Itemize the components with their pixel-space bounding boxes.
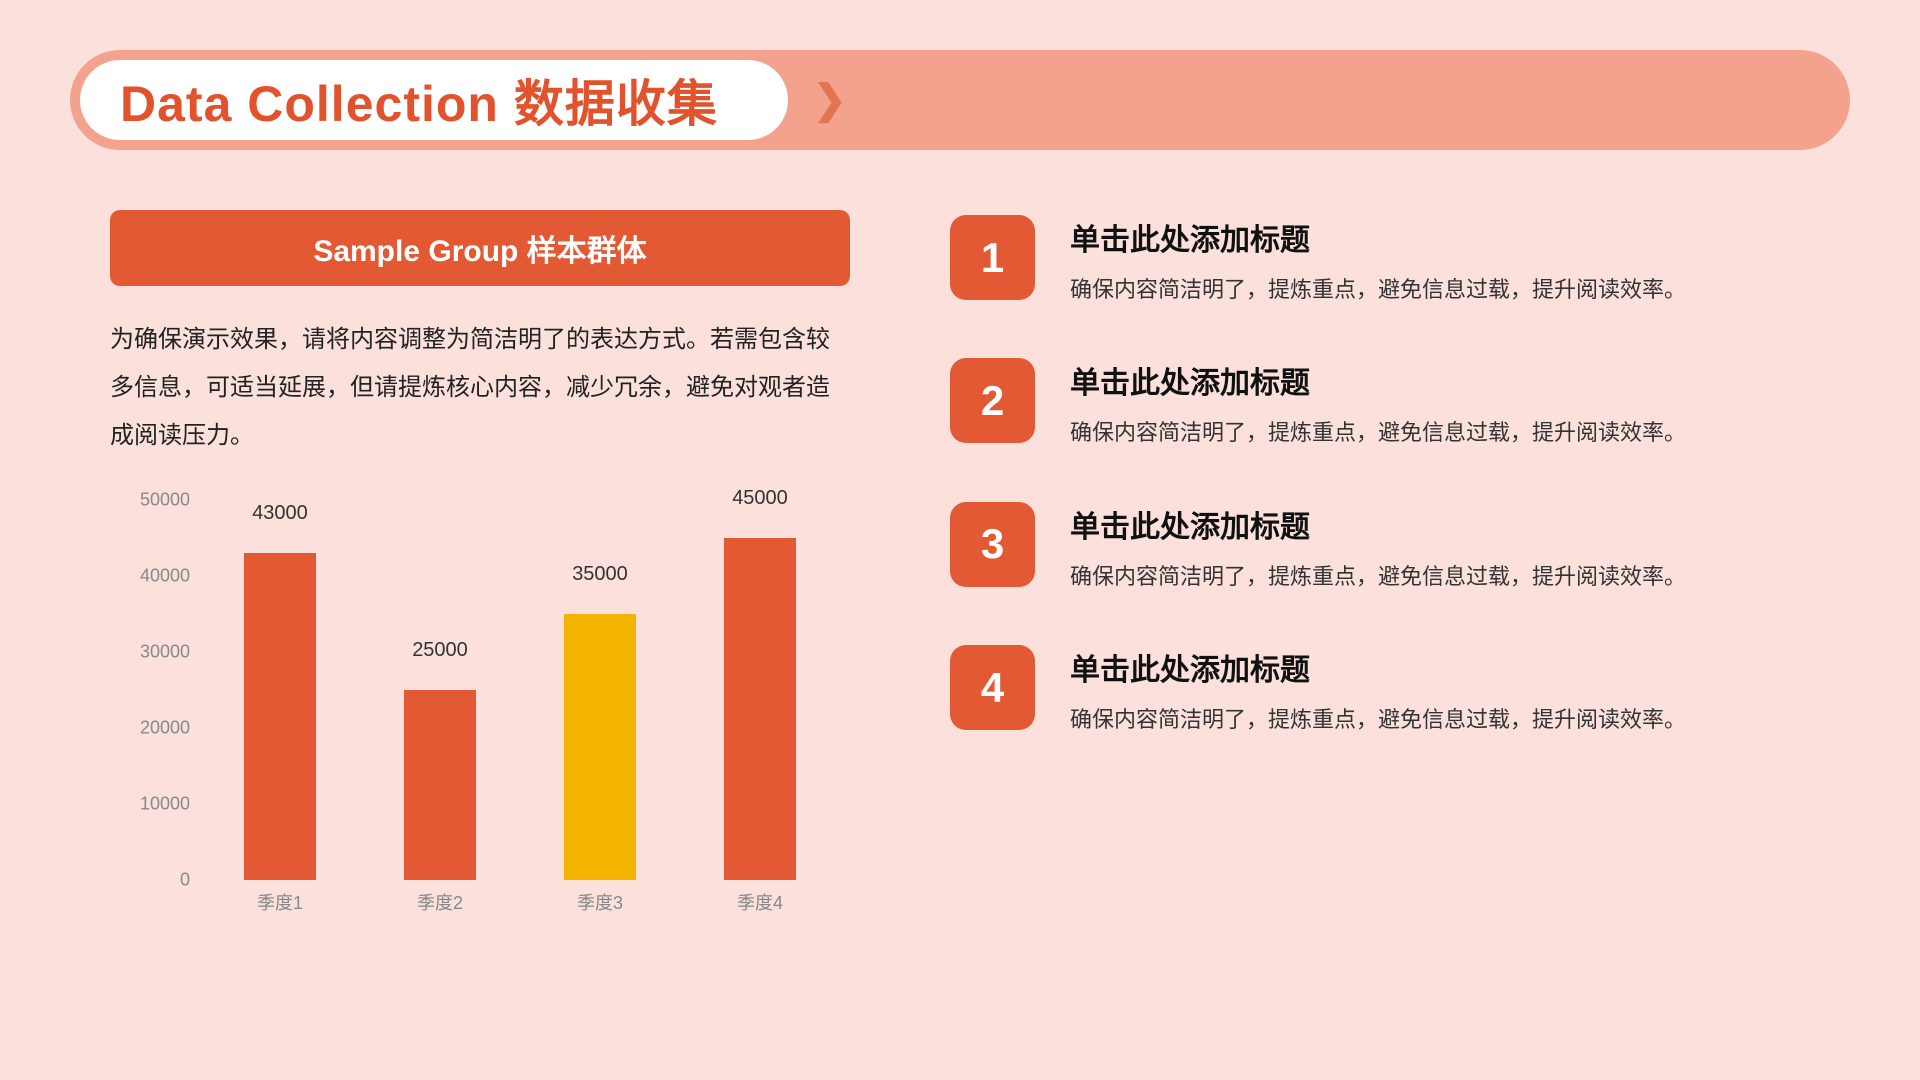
number-badge: 2 <box>950 358 1035 443</box>
list-item: 3 单击此处添加标题确保内容简洁明了，提炼重点，避免信息过载，提升阅读效率。 <box>950 502 1810 595</box>
quarterly-bar-chart: 43000季度125000季度235000季度345000季度4 0100002… <box>110 490 850 930</box>
list-item-body: 单击此处添加标题确保内容简洁明了，提炼重点，避免信息过载，提升阅读效率。 <box>1070 358 1810 451</box>
chart-y-label: 10000 <box>110 794 190 815</box>
title-pill: Data Collection 数据收集 <box>80 60 788 140</box>
numbered-list: 1单击此处添加标题确保内容简洁明了，提炼重点，避免信息过载，提升阅读效率。2单击… <box>950 210 1810 739</box>
bar-group: 43000季度1 <box>200 500 360 880</box>
list-item-title: 单击此处添加标题 <box>1070 502 1810 546</box>
number-badge: 4 <box>950 645 1035 730</box>
list-item-body: 单击此处添加标题确保内容简洁明了，提炼重点，避免信息过载，提升阅读效率。 <box>1070 215 1810 308</box>
bar-rect <box>244 553 316 880</box>
number-badge: 1 <box>950 215 1035 300</box>
chart-plot-area: 43000季度125000季度235000季度345000季度4 0100002… <box>200 500 840 880</box>
chart-y-label: 50000 <box>110 490 190 511</box>
right-column: 1单击此处添加标题确保内容简洁明了，提炼重点，避免信息过载，提升阅读效率。2单击… <box>950 210 1810 930</box>
title-bar: Data Collection 数据收集 ❯ <box>70 50 1850 150</box>
sample-group-badge: Sample Group 样本群体 <box>110 210 850 286</box>
bar-value-label: 25000 <box>412 639 468 662</box>
chart-y-label: 40000 <box>110 566 190 587</box>
bar-value-label: 35000 <box>572 563 628 586</box>
chart-y-label: 30000 <box>110 642 190 663</box>
list-item: 1 单击此处添加标题确保内容简洁明了，提炼重点，避免信息过载，提升阅读效率。 <box>950 215 1810 308</box>
page-title: Data Collection 数据收集 <box>120 64 718 136</box>
chart-y-label: 20000 <box>110 718 190 739</box>
slide: Data Collection 数据收集 ❯ Sample Group 样本群体… <box>0 0 1920 1080</box>
bar-group: 35000季度3 <box>520 500 680 880</box>
list-item-desc: 确保内容简洁明了，提炼重点，避免信息过载，提升阅读效率。 <box>1070 558 1810 595</box>
bar-value-label: 45000 <box>732 487 788 510</box>
list-item: 2 单击此处添加标题确保内容简洁明了，提炼重点，避免信息过载，提升阅读效率。 <box>950 358 1810 451</box>
bar-rect <box>564 614 636 880</box>
left-column: Sample Group 样本群体 为确保演示效果，请将内容调整为简洁明了的表达… <box>110 210 850 930</box>
list-item-desc: 确保内容简洁明了，提炼重点，避免信息过载，提升阅读效率。 <box>1070 414 1810 451</box>
chart-y-label: 0 <box>110 870 190 891</box>
list-item-title: 单击此处添加标题 <box>1070 645 1810 689</box>
bar-x-label: 季度2 <box>417 889 463 915</box>
list-item-title: 单击此处添加标题 <box>1070 358 1810 402</box>
bar-group: 45000季度4 <box>680 500 840 880</box>
bar-value-label: 43000 <box>252 502 308 525</box>
chart-bars: 43000季度125000季度235000季度345000季度4 <box>200 500 840 880</box>
sample-group-desc: 为确保演示效果，请将内容调整为简洁明了的表达方式。若需包含较多信息，可适当延展，… <box>110 316 850 460</box>
list-item-desc: 确保内容简洁明了，提炼重点，避免信息过载，提升阅读效率。 <box>1070 271 1810 308</box>
bar-x-label: 季度3 <box>577 889 623 915</box>
list-item: 4 单击此处添加标题确保内容简洁明了，提炼重点，避免信息过载，提升阅读效率。 <box>950 645 1810 738</box>
bar-x-label: 季度1 <box>257 889 303 915</box>
number-badge: 3 <box>950 502 1035 587</box>
list-item-desc: 确保内容简洁明了，提炼重点，避免信息过载，提升阅读效率。 <box>1070 701 1810 738</box>
bar-rect <box>724 538 796 880</box>
bar-rect <box>404 690 476 880</box>
chevron-right-icon: ❯ <box>813 77 847 123</box>
bar-group: 25000季度2 <box>360 500 520 880</box>
bar-x-label: 季度4 <box>737 889 783 915</box>
list-item-title: 单击此处添加标题 <box>1070 215 1810 259</box>
content: Sample Group 样本群体 为确保演示效果，请将内容调整为简洁明了的表达… <box>70 210 1850 930</box>
list-item-body: 单击此处添加标题确保内容简洁明了，提炼重点，避免信息过载，提升阅读效率。 <box>1070 645 1810 738</box>
list-item-body: 单击此处添加标题确保内容简洁明了，提炼重点，避免信息过载，提升阅读效率。 <box>1070 502 1810 595</box>
